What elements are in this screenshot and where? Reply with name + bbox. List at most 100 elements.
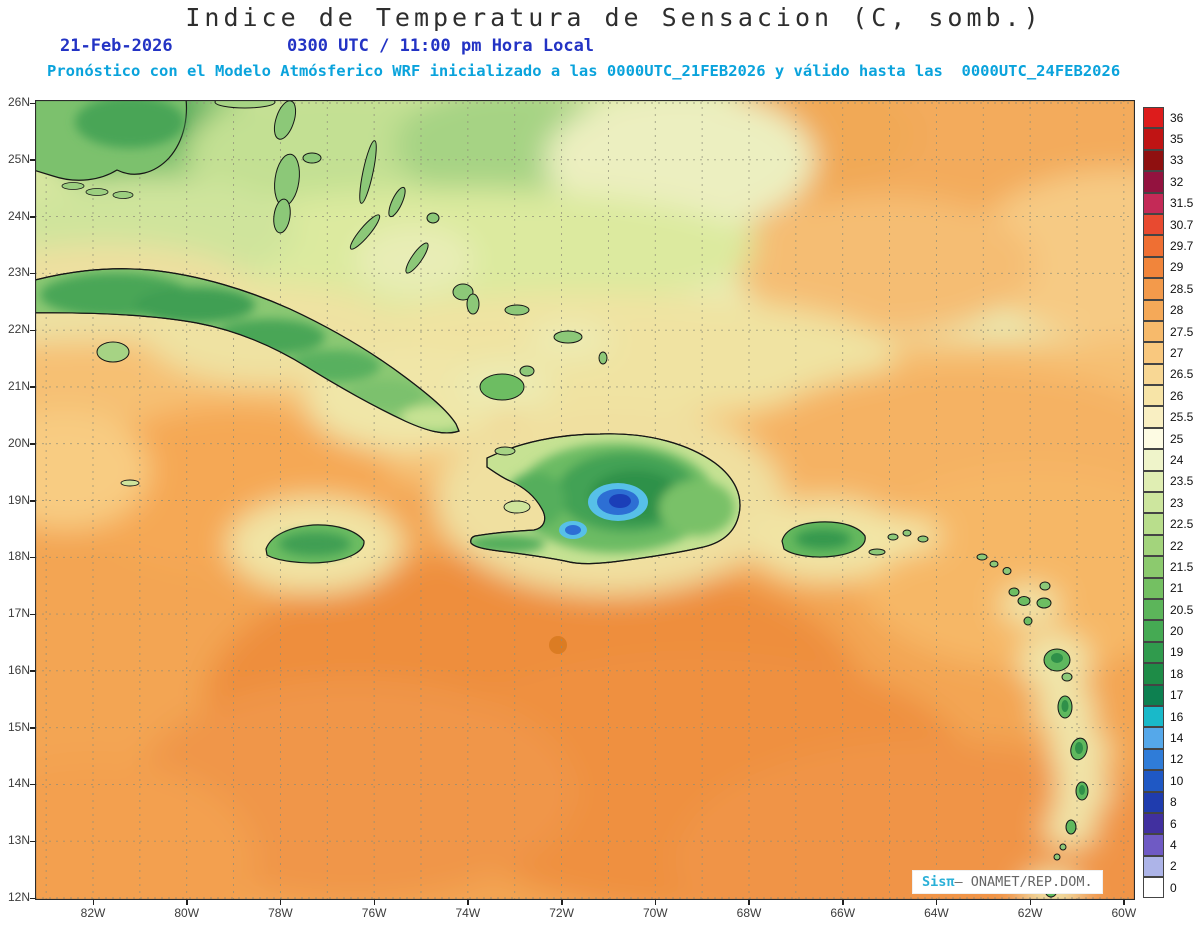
colorbar-entry: 26 <box>1143 385 1200 407</box>
colorbar-value: 17 <box>1170 688 1184 703</box>
colorbar-value: 31.5 <box>1170 196 1194 211</box>
forecast-model-line: Pronóstico con el Modelo Atmósferico WRF… <box>47 62 1121 80</box>
colorbar-entry: 10 <box>1143 770 1200 792</box>
island-jamaica <box>265 524 365 564</box>
lat-tick-label: 23N <box>7 265 30 280</box>
colorbar-value: 32 <box>1170 174 1184 189</box>
colorbar-swatch <box>1143 128 1164 150</box>
map-canvas <box>35 100 1135 900</box>
lat-tick-label: 20N <box>7 435 30 450</box>
colorbar-swatch <box>1143 320 1164 343</box>
map-frame <box>35 100 1135 900</box>
colorbar-swatch <box>1143 427 1164 450</box>
colorbar-swatch <box>1143 598 1164 621</box>
colorbar-value: 28.5 <box>1170 281 1194 296</box>
colorbar-swatch <box>1143 556 1164 578</box>
colorbar-value: 22.5 <box>1170 517 1194 532</box>
colorbar-value: 16 <box>1170 709 1184 724</box>
colorbar-entry: 32 <box>1143 171 1200 193</box>
colorbar-value: 36 <box>1170 110 1184 125</box>
lon-tick-label: 66W <box>830 906 856 920</box>
colorbar-swatch <box>1143 299 1164 321</box>
colorbar: 36 35 33 32 31.5 30.7 29.7 29 28.5 28 27.5 27 26.5 26… <box>1143 107 1200 899</box>
lon-tick-label: 78W <box>268 906 293 920</box>
colorbar-swatch <box>1143 256 1164 279</box>
colorbar-swatch <box>1143 791 1164 813</box>
lon-tick-mark <box>373 900 376 905</box>
colorbar-value: 10 <box>1170 773 1184 788</box>
map-border <box>35 100 1135 900</box>
colorbar-entry: 26.5 <box>1143 363 1200 386</box>
colorbar-entry: 8 <box>1143 791 1200 813</box>
colorbar-value: 28 <box>1170 303 1184 318</box>
lon-tick-label: 60W <box>1111 906 1137 920</box>
colorbar-entry: 21.5 <box>1143 556 1200 578</box>
lon-tick-mark <box>654 900 657 905</box>
colorbar-swatch <box>1143 855 1164 878</box>
colorbar-value: 25.5 <box>1170 410 1194 425</box>
colorbar-value: 23 <box>1170 495 1184 510</box>
colorbar-entry: 25.5 <box>1143 406 1200 428</box>
colorbar-swatch <box>1143 812 1164 835</box>
colorbar-entry: 17 <box>1143 684 1200 706</box>
lon-tick-label: 80W <box>174 906 200 920</box>
colorbar-swatch <box>1143 705 1164 728</box>
colorbar-swatch <box>1143 363 1164 386</box>
colorbar-swatch <box>1143 534 1164 557</box>
lesser-antilles <box>868 529 1089 898</box>
colorbar-value: 2 <box>1170 859 1177 874</box>
lon-tick-label: 76W <box>361 906 387 920</box>
colorbar-swatch <box>1143 149 1164 172</box>
colorbar-swatch <box>1143 684 1164 706</box>
colorbar-swatch <box>1143 235 1164 257</box>
colorbar-value: 12 <box>1170 752 1184 767</box>
lat-tick-label: 25N <box>7 151 30 166</box>
island-hispaniola <box>470 433 741 565</box>
watermark-brand: Sisπ <box>922 874 955 890</box>
colorbar-entry: 23.5 <box>1143 470 1200 493</box>
colorbar-swatch <box>1143 877 1164 899</box>
florida-coast <box>35 100 188 199</box>
colorbar-entry: 2 <box>1143 855 1200 878</box>
colorbar-swatch <box>1143 278 1164 300</box>
colorbar-swatch <box>1143 513 1164 535</box>
lon-tick-mark <box>842 900 844 905</box>
lat-tick-label: 14N <box>7 776 30 791</box>
colorbar-value: 0 <box>1170 880 1177 895</box>
colorbar-entry: 20 <box>1143 620 1200 642</box>
lat-tick-label: 19N <box>7 492 30 507</box>
colorbar-swatch <box>1143 748 1164 771</box>
lon-tick-label: 64W <box>924 906 949 920</box>
colorbar-swatch <box>1143 492 1164 514</box>
colorbar-entry: 28 <box>1143 299 1200 321</box>
colorbar-swatch <box>1143 770 1164 792</box>
lon-tick-label: 70W <box>642 906 668 920</box>
lat-tick-label: 13N <box>7 833 30 848</box>
lat-tick-label: 18N <box>7 549 30 564</box>
colorbar-swatch <box>1143 641 1164 664</box>
colorbar-entry: 27.5 <box>1143 320 1200 343</box>
colorbar-value: 26.5 <box>1170 367 1194 382</box>
colorbar-value: 27 <box>1170 345 1184 360</box>
colorbar-value: 21.5 <box>1170 559 1194 574</box>
lon-tick-mark <box>748 900 750 905</box>
colorbar-entry: 24 <box>1143 449 1200 471</box>
lat-tick-label: 24N <box>7 208 30 223</box>
colorbar-swatch <box>1143 107 1164 129</box>
colorbar-value: 4 <box>1170 837 1177 852</box>
lon-tick-label: 82W <box>80 906 106 920</box>
colorbar-entry: 29 <box>1143 256 1200 279</box>
lat-tick-label: 15N <box>7 719 30 734</box>
colorbar-value: 33 <box>1170 153 1184 168</box>
lat-tick-label: 21N <box>7 378 30 393</box>
lon-tick-mark <box>186 900 188 905</box>
grid-lines <box>35 100 1135 900</box>
colorbar-swatch <box>1143 213 1164 236</box>
forecast-time: 0300 UTC / 11:00 pm Hora Local <box>287 36 595 56</box>
lon-tick-mark <box>561 900 563 905</box>
lon-tick-mark <box>467 900 469 905</box>
colorbar-swatch <box>1143 727 1164 749</box>
colorbar-swatch <box>1143 449 1164 471</box>
colorbar-value: 29.7 <box>1170 239 1194 254</box>
